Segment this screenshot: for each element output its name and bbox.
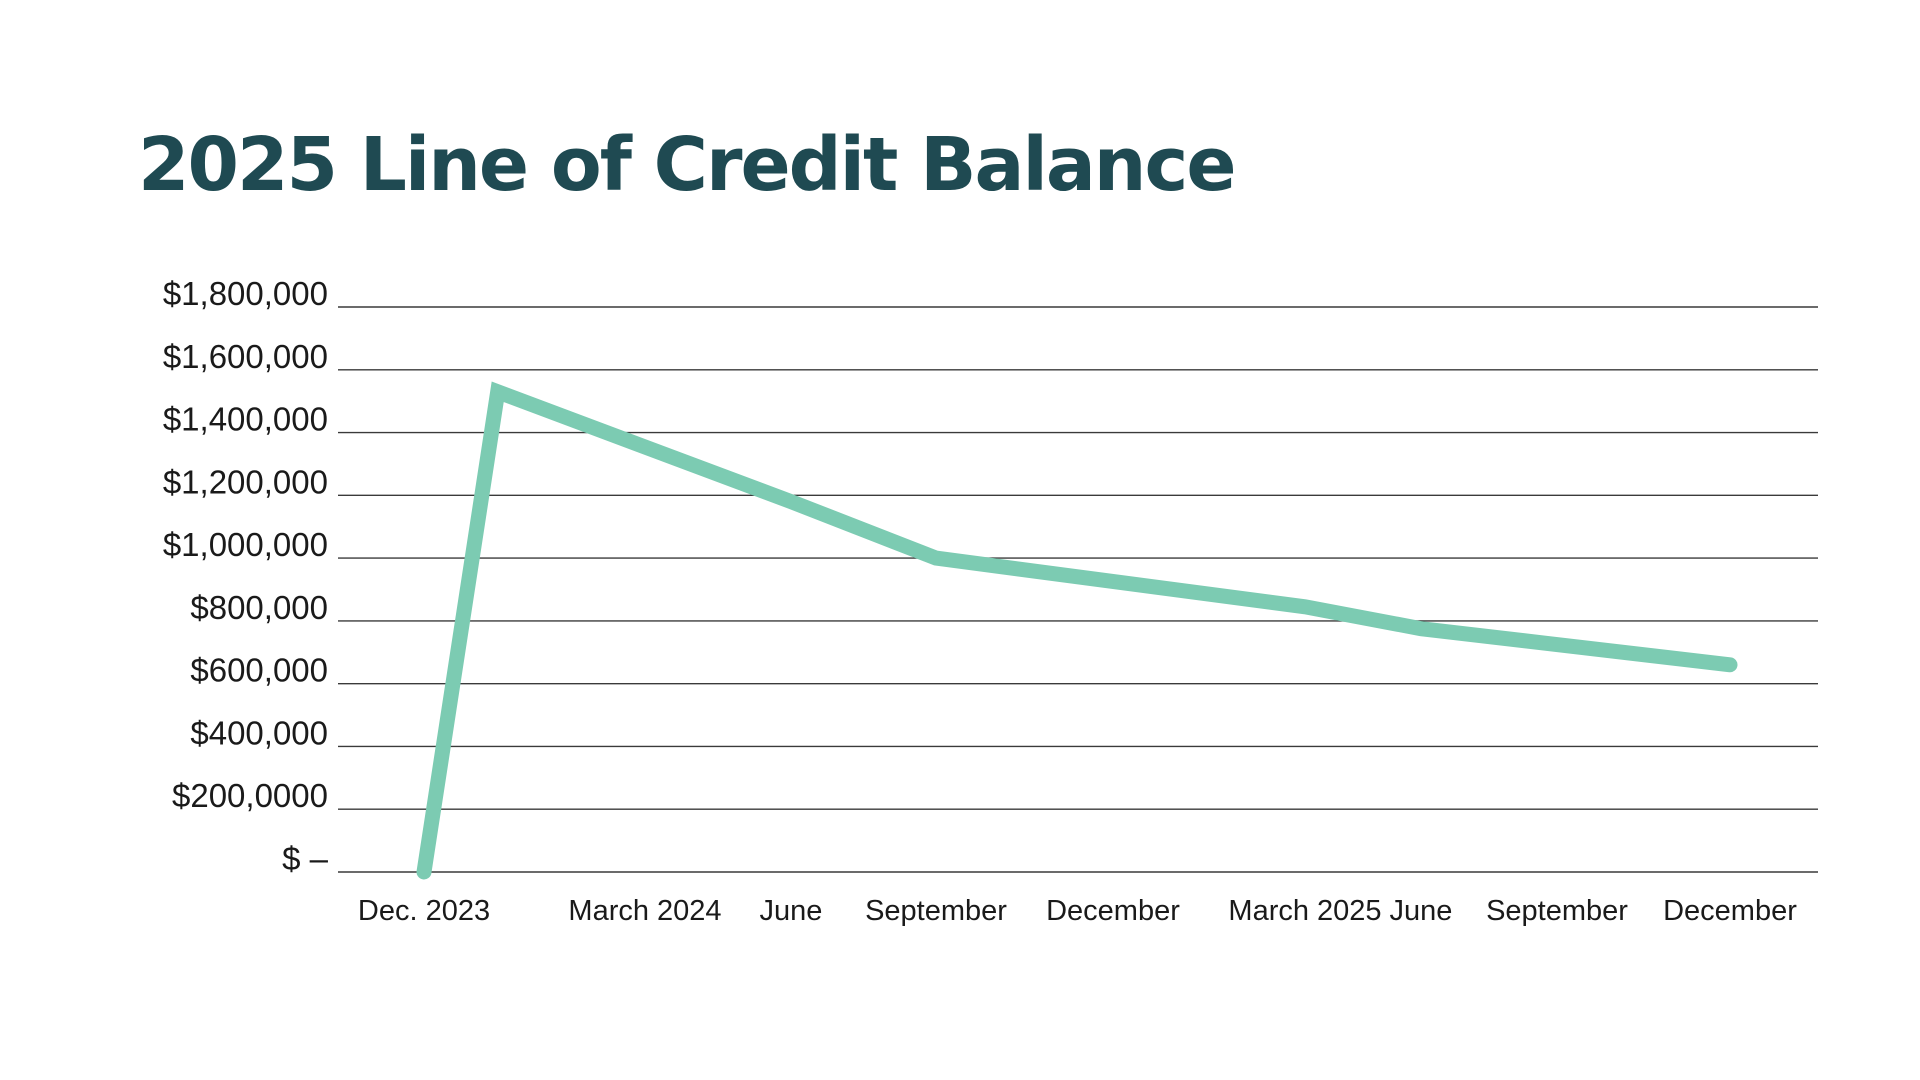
y-tick-label: $800,000 (190, 589, 328, 626)
y-axis-tick-labels: $ – $200,0000 $400,000 $600,000 $800,000 $1,0… (163, 275, 329, 877)
y-tick-label: $600,000 (190, 652, 328, 689)
y-tick-label: $ – (282, 840, 329, 877)
x-tick-label: June (760, 895, 823, 927)
x-tick-label: March 2025 (1228, 895, 1381, 927)
chart-title: 2025 Line of Credit Balance (138, 122, 1237, 208)
y-tick-label: $1,600,000 (163, 338, 328, 375)
series-layer (416, 381, 1738, 880)
y-tick-label: $1,400,000 (163, 401, 328, 438)
x-tick-label: September (1486, 895, 1628, 927)
x-tick-label: December (1663, 895, 1797, 927)
x-tick-label: December (1046, 895, 1180, 927)
x-tick-label: March 2024 (568, 895, 721, 927)
x-axis-tick-labels: Dec. 2023 March 2024 June September December… (358, 895, 1797, 927)
y-tick-label: $1,200,000 (163, 463, 328, 500)
series-line (416, 381, 1738, 880)
x-tick-label: Dec. 2023 (358, 895, 490, 927)
gridlines (338, 306, 1818, 873)
x-tick-label: June (1390, 895, 1453, 927)
y-tick-label: $200,0000 (172, 777, 328, 814)
y-tick-label: $400,000 (190, 714, 328, 751)
y-tick-label: $1,800,000 (163, 275, 328, 312)
y-tick-label: $1,000,000 (163, 526, 328, 563)
x-tick-label: September (865, 895, 1007, 927)
